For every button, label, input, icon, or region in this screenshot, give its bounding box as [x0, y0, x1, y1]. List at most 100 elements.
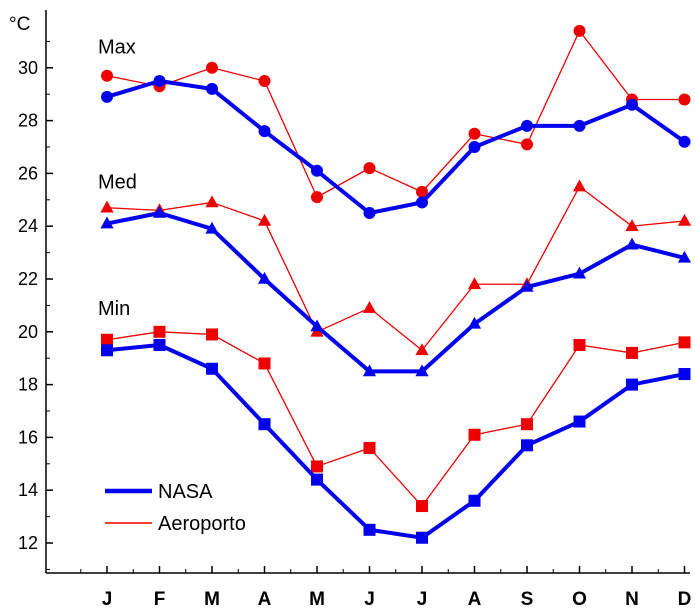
series-nasa-max [101, 75, 691, 219]
series-line [106, 331, 685, 507]
data-point-triangle [205, 221, 219, 234]
data-point-square [206, 328, 218, 341]
y-unit-label: °C [9, 14, 30, 35]
data-point-circle [101, 69, 113, 82]
data-point-square [153, 339, 166, 351]
y-tick-label: 12 [18, 533, 38, 553]
group-label-min: Min [98, 298, 130, 320]
data-point-circle [311, 191, 323, 204]
data-point-circle [101, 90, 113, 103]
data-point-triangle [257, 271, 272, 284]
data-point-circle [416, 196, 428, 209]
data-point-triangle [152, 205, 167, 218]
data-point-square [363, 523, 376, 536]
data-point-circle [206, 61, 218, 74]
data-point-square [311, 460, 323, 473]
data-point-circle [416, 185, 428, 198]
x-tick-label: M [204, 589, 220, 610]
data-point-circle [573, 119, 586, 132]
data-point-square [416, 531, 428, 544]
x-tick-label: A [258, 589, 272, 610]
y-tick-label: 18 [18, 375, 38, 395]
series-line [106, 211, 685, 374]
data-point-triangle [677, 213, 692, 226]
data-point-triangle [257, 213, 272, 226]
data-point-triangle [572, 179, 587, 192]
data-point-triangle [625, 237, 639, 250]
data-point-square [311, 473, 323, 486]
data-point-circle [573, 24, 586, 37]
data-point-square [416, 500, 428, 513]
data-point-triangle [415, 343, 429, 356]
data-point-triangle [467, 277, 482, 290]
data-point-square [101, 333, 113, 346]
data-point-circle [258, 75, 271, 87]
data-point-circle [468, 141, 481, 153]
x-tick-label: J [364, 589, 375, 610]
data-point-circle [258, 125, 271, 138]
series-line [106, 79, 686, 215]
group-labels: Max Med Min [98, 37, 137, 320]
data-point-square [678, 336, 691, 349]
y-tick-label: 22 [18, 269, 38, 289]
data-point-square [363, 441, 376, 454]
data-point-square [521, 439, 533, 452]
legend-label-nasa: NASA [158, 481, 213, 503]
data-point-triangle [100, 216, 114, 229]
data-point-triangle [362, 300, 377, 313]
series-layer [100, 24, 692, 544]
data-point-square [573, 415, 586, 428]
data-point-circle [153, 75, 166, 87]
data-point-circle [678, 135, 691, 148]
x-tick-label: A [468, 589, 482, 610]
data-point-circle [468, 127, 481, 140]
y-tick-label: 14 [18, 480, 38, 500]
data-point-circle [521, 138, 533, 151]
data-point-circle [363, 162, 376, 175]
group-label-med: Med [98, 171, 137, 193]
series-line [106, 30, 685, 198]
legend-label-aeroporto: Aeroporto [158, 513, 246, 535]
data-point-square [678, 368, 691, 381]
series-nasa-med [100, 205, 692, 377]
legend: NASA Aeroporto [105, 481, 246, 535]
series-line [106, 343, 685, 540]
x-tick-label: N [625, 589, 639, 610]
data-point-triangle [310, 319, 324, 332]
x-tick-label: O [572, 589, 587, 610]
data-point-circle [521, 119, 533, 132]
series-nasa-min [101, 339, 691, 544]
data-point-triangle [572, 266, 587, 279]
data-point-triangle [467, 316, 482, 329]
data-point-square [153, 325, 166, 338]
y-tick-label: 30 [18, 58, 38, 78]
data-point-triangle [520, 279, 534, 292]
series-line [106, 185, 685, 351]
data-point-triangle [415, 364, 429, 377]
data-point-square [521, 418, 533, 431]
data-point-square [626, 346, 638, 359]
series-aeroporto-med [100, 179, 692, 356]
data-point-square [206, 362, 218, 375]
x-tick-label: D [678, 589, 692, 610]
data-point-square [626, 378, 638, 391]
data-point-triangle [362, 364, 377, 377]
data-point-circle [311, 164, 323, 177]
x-tick-label: J [417, 589, 428, 610]
data-point-circle [678, 93, 691, 106]
data-point-circle [626, 98, 638, 111]
data-point-square [101, 344, 113, 357]
data-point-square [258, 418, 271, 431]
y-tick-label: 16 [18, 427, 38, 447]
y-tick-label: 26 [18, 163, 38, 183]
y-tick-label: 28 [18, 111, 38, 131]
y-tick-label: 20 [18, 322, 38, 342]
x-tick-label: F [154, 589, 166, 610]
data-point-triangle [625, 219, 639, 231]
x-tick-label: M [309, 589, 325, 610]
series-aeroporto-min [101, 325, 691, 513]
data-point-triangle [677, 250, 692, 263]
data-point-triangle [100, 200, 114, 213]
data-point-circle [363, 207, 376, 219]
